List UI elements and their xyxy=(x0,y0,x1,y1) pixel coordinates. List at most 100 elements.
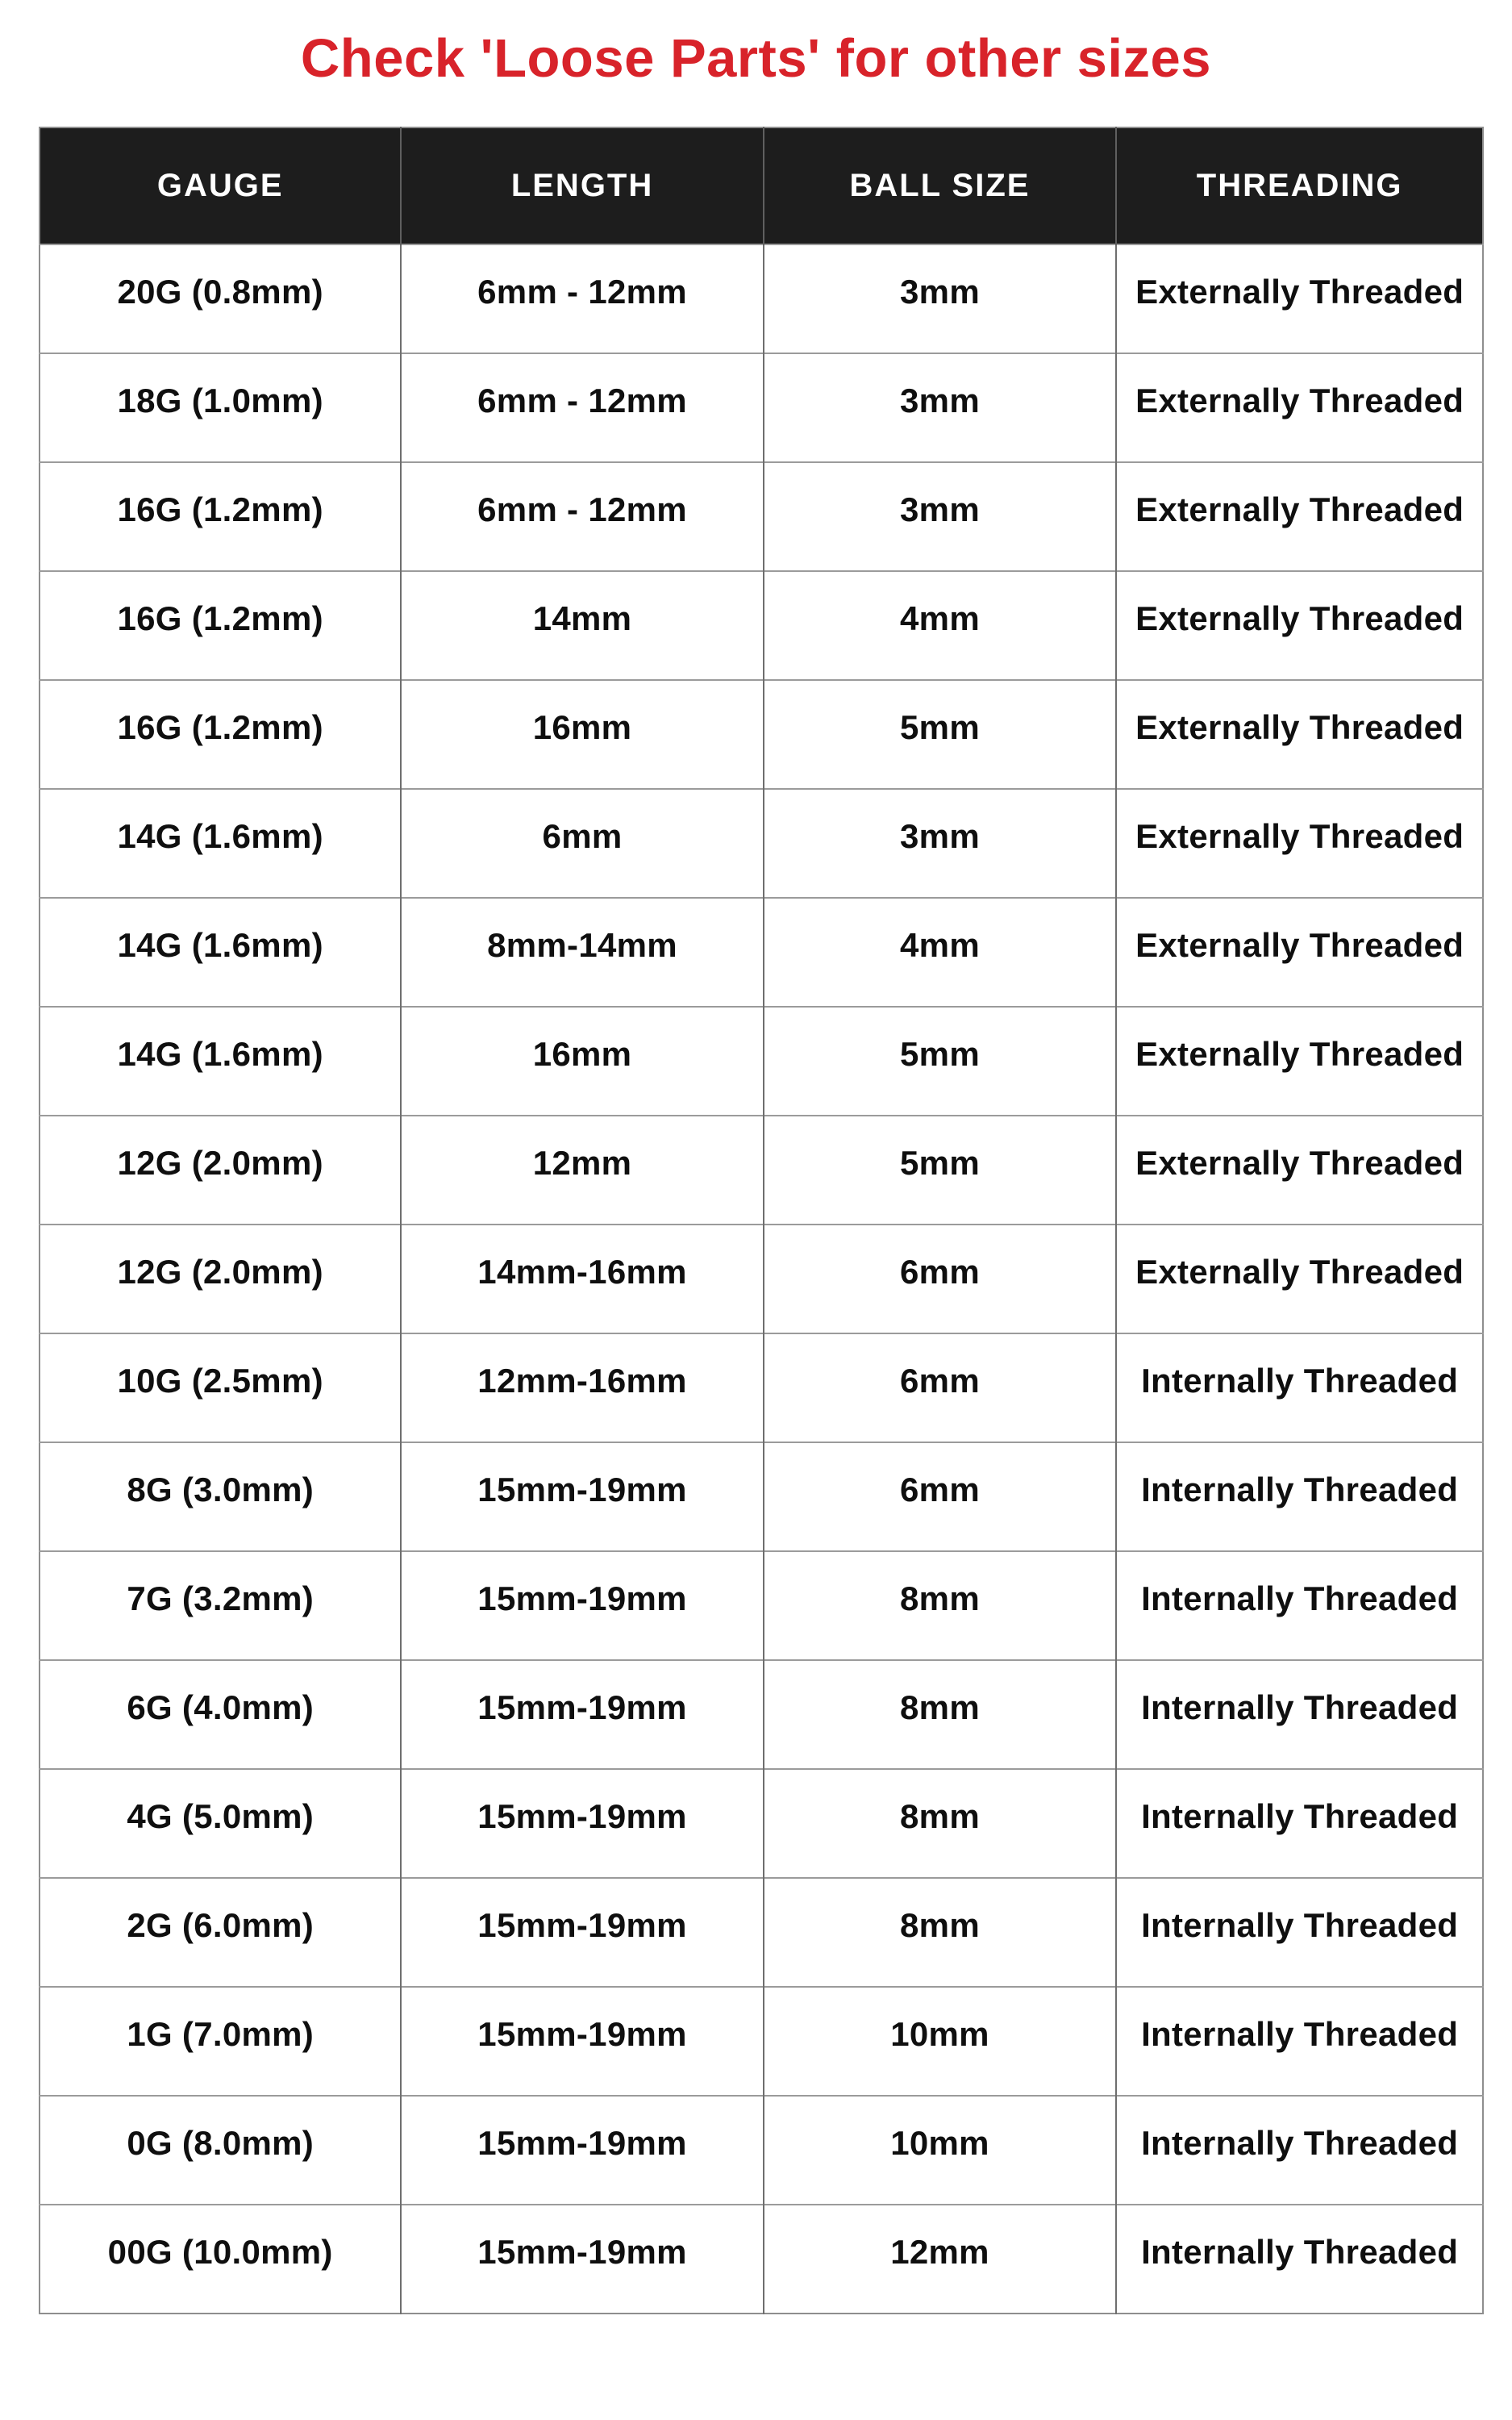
cell-ball-size: 3mm xyxy=(762,353,1117,463)
cell-gauge: 8G (3.0mm) xyxy=(127,1471,314,1509)
table-row: 7G (3.2mm) 15mm-19mm 8mm Internally Threade… xyxy=(40,1551,1483,1661)
cell-gauge: 14G (1.6mm) xyxy=(117,1035,323,1074)
cell-threading: Externally Threaded xyxy=(1115,680,1483,790)
cell-gauge: 4G (5.0mm) xyxy=(127,1797,314,1836)
cell-threading: Internally Threaded xyxy=(1115,1442,1483,1552)
table-row: 14G (1.6mm) 16mm 5mm Externally Threaded xyxy=(40,1007,1483,1116)
cell-length: 14mm xyxy=(400,571,764,681)
table-row: 16G (1.2mm) 16mm 5mm Externally Threaded xyxy=(40,680,1483,790)
cell-gauge: 2G (6.0mm) xyxy=(127,1906,314,1945)
header-threading: THREADING xyxy=(1115,127,1483,245)
cell-gauge: 12G (2.0mm) xyxy=(117,1144,323,1183)
cell-ball-size: 6mm xyxy=(762,1333,1117,1443)
cell-gauge: 0G (8.0mm) xyxy=(127,2124,314,2163)
cell-threading: Internally Threaded xyxy=(1115,1333,1483,1443)
cell-length: 15mm-19mm xyxy=(400,1660,764,1770)
cell-length: 15mm-19mm xyxy=(400,2096,764,2205)
cell-threading: Externally Threaded xyxy=(1115,571,1483,681)
cell-gauge: 14G (1.6mm) xyxy=(117,926,323,965)
cell-length: 6mm - 12mm xyxy=(400,353,764,463)
cell-length: 14mm-16mm xyxy=(400,1225,764,1334)
cell-threading: Internally Threaded xyxy=(1115,1551,1483,1661)
cell-ball-size: 6mm xyxy=(762,1225,1117,1334)
cell-length: 6mm - 12mm xyxy=(400,462,764,572)
cell-ball-size: 3mm xyxy=(762,244,1117,354)
cell-threading: Internally Threaded xyxy=(1115,1769,1483,1879)
cell-threading: Externally Threaded xyxy=(1115,1116,1483,1225)
cell-ball-size: 10mm xyxy=(762,1987,1117,2097)
table-row: 0G (8.0mm) 15mm-19mm 10mm Internally Thread… xyxy=(40,2096,1483,2205)
header-row: GAUGE LENGTH BALL SIZE THREADING xyxy=(40,127,1483,245)
cell-length: 15mm-19mm xyxy=(400,1551,764,1661)
header-gauge: GAUGE xyxy=(40,127,402,245)
table-row: 14G (1.6mm) 6mm 3mm Externally Threaded xyxy=(40,789,1483,899)
cell-gauge: 1G (7.0mm) xyxy=(127,2015,314,2054)
cell-gauge: 16G (1.2mm) xyxy=(117,599,323,638)
cell-threading: Externally Threaded xyxy=(1115,1007,1483,1116)
table-row: 2G (6.0mm) 15mm-19mm 8mm Internally Threade… xyxy=(40,1878,1483,1988)
cell-gauge: 12G (2.0mm) xyxy=(117,1253,323,1291)
cell-threading: Internally Threaded xyxy=(1115,2205,1483,2314)
table-header: GAUGE LENGTH BALL SIZE THREADING xyxy=(40,127,1483,245)
cell-ball-size: 3mm xyxy=(762,789,1117,899)
table-body: 20G (0.8mm) 6mm - 12mm 3mm Externally Threa… xyxy=(40,244,1483,2314)
table-row: 10G (2.5mm) 12mm-16mm 6mm Internally Thread… xyxy=(40,1333,1483,1443)
cell-threading: Externally Threaded xyxy=(1115,789,1483,899)
table-row: 1G (7.0mm) 15mm-19mm 10mm Internally Thread… xyxy=(40,1987,1483,2097)
page-title: Check 'Loose Parts' for other sizes xyxy=(300,28,1212,89)
size-chart-table: GAUGE LENGTH BALL SIZE THREADING 20G (0.… xyxy=(39,127,1484,2315)
cell-length: 15mm-19mm xyxy=(400,1442,764,1552)
cell-gauge: 6G (4.0mm) xyxy=(127,1688,314,1727)
cell-length: 12mm-16mm xyxy=(400,1333,764,1443)
cell-gauge: 16G (1.2mm) xyxy=(117,490,323,529)
cell-ball-size: 5mm xyxy=(762,1007,1117,1116)
cell-gauge: 20G (0.8mm) xyxy=(117,273,323,311)
cell-ball-size: 6mm xyxy=(762,1442,1117,1552)
cell-ball-size: 12mm xyxy=(762,2205,1117,2314)
cell-threading: Internally Threaded xyxy=(1115,1878,1483,1988)
cell-length: 12mm xyxy=(400,1116,764,1225)
table-row: 6G (4.0mm) 15mm-19mm 8mm Internally Threade… xyxy=(40,1660,1483,1770)
cell-ball-size: 5mm xyxy=(762,680,1117,790)
table-row: 20G (0.8mm) 6mm - 12mm 3mm Externally Threa… xyxy=(40,244,1483,354)
cell-threading: Internally Threaded xyxy=(1115,2096,1483,2205)
cell-threading: Externally Threaded xyxy=(1115,898,1483,1008)
cell-length: 6mm - 12mm xyxy=(400,244,764,354)
cell-length: 15mm-19mm xyxy=(400,2205,764,2314)
header-ball-size: BALL SIZE xyxy=(762,127,1117,245)
cell-threading: Externally Threaded xyxy=(1115,462,1483,572)
header-length: LENGTH xyxy=(400,127,764,245)
cell-gauge: 10G (2.5mm) xyxy=(117,1362,323,1400)
cell-length: 16mm xyxy=(400,680,764,790)
cell-ball-size: 5mm xyxy=(762,1116,1117,1225)
cell-length: 15mm-19mm xyxy=(400,1878,764,1988)
cell-threading: Internally Threaded xyxy=(1115,1987,1483,2097)
table-row: 4G (5.0mm) 15mm-19mm 8mm Internally Threade… xyxy=(40,1769,1483,1879)
cell-ball-size: 8mm xyxy=(762,1878,1117,1988)
cell-length: 6mm xyxy=(400,789,764,899)
cell-gauge: 18G (1.0mm) xyxy=(117,382,323,420)
cell-threading: Externally Threaded xyxy=(1115,244,1483,354)
table-row: 16G (1.2mm) 6mm - 12mm 3mm Externally Threa… xyxy=(40,462,1483,572)
cell-ball-size: 4mm xyxy=(762,898,1117,1008)
cell-ball-size: 4mm xyxy=(762,571,1117,681)
cell-ball-size: 3mm xyxy=(762,462,1117,572)
cell-ball-size: 8mm xyxy=(762,1551,1117,1661)
cell-length: 15mm-19mm xyxy=(400,1769,764,1879)
cell-threading: Externally Threaded xyxy=(1115,353,1483,463)
cell-gauge: 14G (1.6mm) xyxy=(117,817,323,856)
table-row: 16G (1.2mm) 14mm 4mm Externally Threaded xyxy=(40,571,1483,681)
cell-threading: Externally Threaded xyxy=(1115,1225,1483,1334)
table-row: 12G (2.0mm) 14mm-16mm 6mm Externally Thread… xyxy=(40,1225,1483,1334)
cell-length: 8mm-14mm xyxy=(400,898,764,1008)
cell-threading: Internally Threaded xyxy=(1115,1660,1483,1770)
cell-gauge: 16G (1.2mm) xyxy=(117,708,323,747)
table-row: 18G (1.0mm) 6mm - 12mm 3mm Externally Threa… xyxy=(40,353,1483,463)
table-row: 12G (2.0mm) 12mm 5mm Externally Threaded xyxy=(40,1116,1483,1225)
table-row: 00G (10.0mm) 15mm-19mm 12mm Internally Thre… xyxy=(40,2205,1483,2314)
table-row: 8G (3.0mm) 15mm-19mm 6mm Internally Threade… xyxy=(40,1442,1483,1552)
cell-ball-size: 10mm xyxy=(762,2096,1117,2205)
cell-length: 16mm xyxy=(400,1007,764,1116)
cell-gauge: 00G (10.0mm) xyxy=(107,2233,333,2272)
